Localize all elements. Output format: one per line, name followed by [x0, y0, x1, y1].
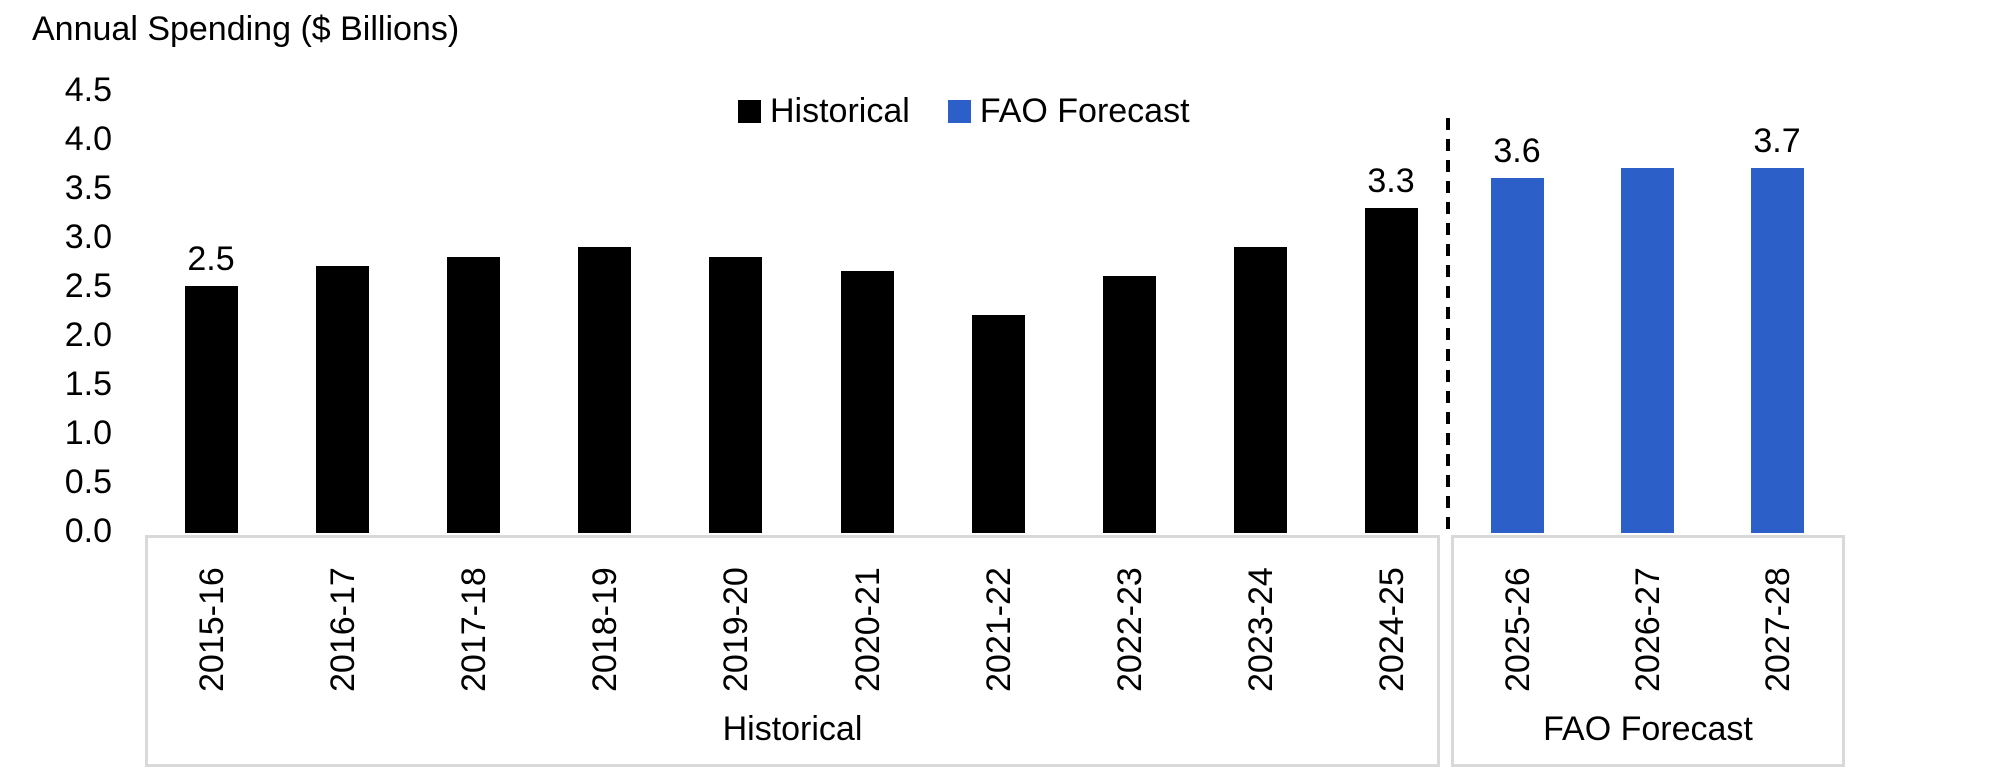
- y-tick-label: 3.5: [64, 169, 112, 207]
- bar-2021-22: [971, 315, 1025, 533]
- x-tick-label-2027-28: 2027-28: [1759, 567, 1797, 692]
- bar-2026-27: [1620, 168, 1674, 533]
- forecast-axis-box: [1451, 535, 1845, 767]
- data-label-2025-26: 3.6: [1493, 132, 1541, 171]
- y-tick-label: 4.0: [64, 120, 112, 158]
- bar-2024-25: [1364, 207, 1418, 533]
- bar-2020-21: [840, 271, 894, 533]
- x-tick-label-2026-27: 2026-27: [1629, 567, 1667, 692]
- x-tick-label-2018-19: 2018-19: [586, 567, 624, 692]
- x-tick-label-2016-17: 2016-17: [324, 567, 362, 692]
- y-tick-label: 2.5: [64, 267, 112, 305]
- legend-label: FAO Forecast: [979, 92, 1190, 130]
- y-tick-label: 1.0: [64, 414, 112, 452]
- y-tick-label: 1.5: [64, 365, 112, 403]
- y-tick-label: 3.0: [64, 218, 112, 256]
- bar-2022-23: [1102, 276, 1156, 533]
- forecast-divider-line: [1446, 118, 1450, 533]
- legend-item-historical: Historical: [738, 92, 910, 131]
- x-tick-label-2023-24: 2023-24: [1242, 567, 1280, 692]
- historical-axis-box: [145, 535, 1440, 767]
- bar-2027-28: [1750, 168, 1804, 533]
- y-tick-label: 0.0: [64, 512, 112, 550]
- bar-2016-17: [315, 266, 369, 533]
- bar-2018-19: [577, 246, 631, 533]
- chart-title: Annual Spending ($ Billions): [32, 10, 460, 48]
- bar-2015-16: [184, 286, 238, 533]
- bar-2017-18: [446, 256, 500, 533]
- x-tick-label-2021-22: 2021-22: [980, 567, 1018, 692]
- x-tick-label-2020-21: 2020-21: [849, 567, 887, 692]
- data-label-2027-28: 3.7: [1753, 122, 1801, 161]
- y-tick-label: 4.5: [64, 71, 112, 109]
- group-label-historical: Historical: [722, 710, 863, 748]
- y-tick-label: 2.0: [64, 316, 112, 354]
- data-label-2024-25: 3.3: [1367, 161, 1415, 200]
- legend-swatch-icon: [947, 100, 971, 123]
- legend: Historical FAO Forecast: [738, 92, 1190, 131]
- bar-2019-20: [708, 256, 762, 533]
- group-label-forecast: FAO Forecast: [1543, 710, 1753, 748]
- legend-swatch-icon: [738, 100, 761, 123]
- x-tick-label-2019-20: 2019-20: [717, 567, 755, 692]
- x-tick-label-2015-16: 2015-16: [193, 567, 231, 692]
- x-tick-label-2025-26: 2025-26: [1499, 567, 1537, 692]
- x-tick-label-2024-25: 2024-25: [1373, 567, 1411, 692]
- bar-2025-26: [1490, 178, 1544, 533]
- legend-label: Historical: [770, 92, 910, 130]
- bar-2023-24: [1233, 246, 1287, 533]
- legend-item-fao-forecast: FAO Forecast: [947, 92, 1190, 131]
- x-tick-label-2017-18: 2017-18: [455, 567, 493, 692]
- x-tick-label-2022-23: 2022-23: [1111, 567, 1149, 692]
- y-tick-label: 0.5: [64, 463, 112, 501]
- data-label-2015-16: 2.5: [187, 240, 235, 278]
